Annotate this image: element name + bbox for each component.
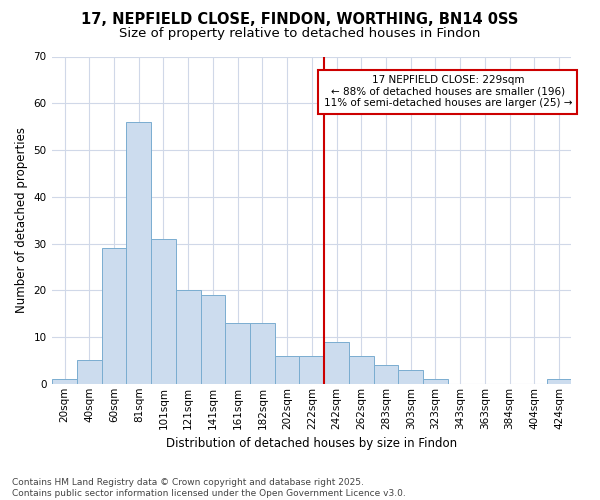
Bar [176,290,200,384]
Bar [250,323,275,384]
Bar [275,356,299,384]
X-axis label: Distribution of detached houses by size in Findon: Distribution of detached houses by size … [166,437,457,450]
Bar [324,342,349,384]
Y-axis label: Number of detached properties: Number of detached properties [15,127,28,313]
Bar [127,122,151,384]
Bar [101,248,127,384]
Bar [374,365,398,384]
Bar [151,239,176,384]
Text: Contains HM Land Registry data © Crown copyright and database right 2025.
Contai: Contains HM Land Registry data © Crown c… [12,478,406,498]
Bar [77,360,101,384]
Bar [52,379,77,384]
Text: 17, NEPFIELD CLOSE, FINDON, WORTHING, BN14 0SS: 17, NEPFIELD CLOSE, FINDON, WORTHING, BN… [82,12,518,28]
Bar [200,295,226,384]
Bar [398,370,423,384]
Bar [299,356,324,384]
Bar [423,379,448,384]
Bar [349,356,374,384]
Text: 17 NEPFIELD CLOSE: 229sqm
← 88% of detached houses are smaller (196)
11% of semi: 17 NEPFIELD CLOSE: 229sqm ← 88% of detac… [323,75,572,108]
Text: Size of property relative to detached houses in Findon: Size of property relative to detached ho… [119,28,481,40]
Bar [226,323,250,384]
Bar [547,379,571,384]
